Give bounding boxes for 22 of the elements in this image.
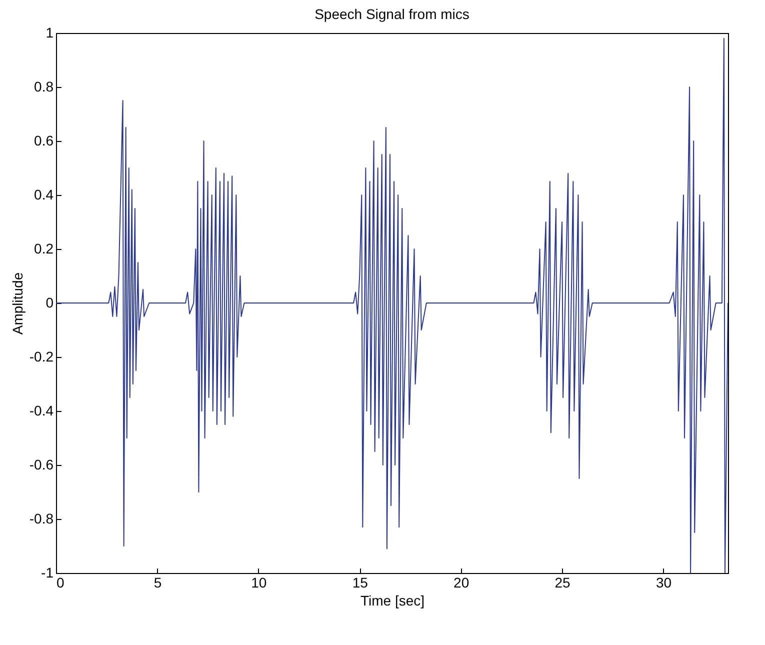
line-series: [56, 38, 728, 573]
x-tick-label: 10: [251, 574, 267, 590]
x-tick-label: 5: [154, 574, 162, 590]
y-tick-label: -0.4: [29, 402, 54, 418]
y-tick-label: -1: [41, 564, 54, 580]
y-tick-label: -0.8: [29, 510, 54, 526]
y-axis-title: Amplitude: [9, 272, 26, 335]
y-tick-label: -0.6: [29, 456, 54, 472]
y-tick-label: 1: [46, 24, 54, 40]
y-tick-label: -0.2: [29, 348, 54, 364]
y-tick-label: 0.4: [34, 186, 54, 202]
x-tick-label: 0: [56, 574, 64, 590]
y-tick-label: 0: [46, 294, 54, 310]
y-tick-label: 0.2: [34, 240, 54, 256]
x-axis-title: Time [sec]: [360, 592, 425, 608]
y-tick-label: 0.6: [34, 132, 54, 148]
y-tick-label: 0.8: [34, 78, 54, 94]
x-tick-label: 25: [554, 574, 571, 590]
chart-title: Speech Signal from mics: [314, 6, 470, 22]
x-tick-label: 20: [454, 574, 470, 590]
x-tick-label: 15: [352, 574, 368, 590]
x-tick-label: 30: [656, 574, 672, 590]
